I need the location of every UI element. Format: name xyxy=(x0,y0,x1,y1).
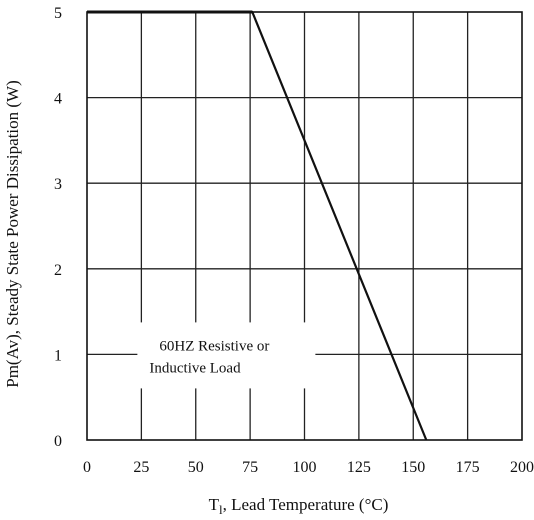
x-tick-labels: 0 25 50 75 100 125 150 175 200 xyxy=(83,459,534,476)
x-axis-label: Tl, Lead Temperature (°C) xyxy=(209,495,389,517)
x-tick-label: 25 xyxy=(133,459,149,476)
annotation-background xyxy=(137,322,316,389)
x-tick-label: 125 xyxy=(347,459,371,476)
y-tick-labels: 0 1 2 3 4 5 xyxy=(54,5,62,450)
series-line xyxy=(87,10,428,441)
x-axis-label-main: T xyxy=(209,495,220,514)
x-tick-label: 150 xyxy=(401,459,425,476)
x-axis-label-subscript: l xyxy=(219,502,223,517)
x-axis-label-rest: , Lead Temperature (°C) xyxy=(223,495,389,514)
y-tick-label: 3 xyxy=(54,176,62,193)
plot-border xyxy=(86,11,523,441)
y-tick-label: 0 xyxy=(54,433,62,450)
y-tick-label: 2 xyxy=(54,262,62,279)
y-tick-label: 4 xyxy=(54,91,62,108)
x-tick-label: 0 xyxy=(83,459,91,476)
annotation: 60HZ Resistive or Inductive Load xyxy=(149,338,269,376)
x-tick-label: 200 xyxy=(510,459,534,476)
grid xyxy=(87,12,522,440)
series xyxy=(87,10,428,441)
x-tick-label: 50 xyxy=(188,459,204,476)
y-axis-label: Pm(Av), Steady State Power Dissipation (… xyxy=(3,80,22,388)
y-tick-label: 1 xyxy=(54,347,62,364)
annotation-line-2: Inductive Load xyxy=(149,360,241,376)
x-tick-label: 100 xyxy=(293,459,317,476)
annotation-line-1: 60HZ Resistive or xyxy=(159,338,269,354)
x-tick-label: 75 xyxy=(242,459,258,476)
y-tick-label: 5 xyxy=(54,5,62,22)
x-tick-label: 175 xyxy=(456,459,480,476)
